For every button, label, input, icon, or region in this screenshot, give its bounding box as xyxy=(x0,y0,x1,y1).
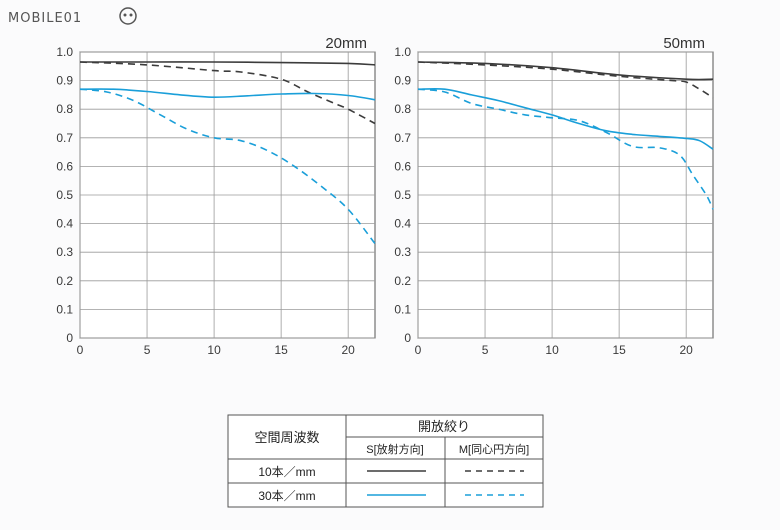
x-tick-label: 20 xyxy=(680,343,694,357)
y-tick-label: 1.0 xyxy=(56,45,73,59)
x-tick-label: 0 xyxy=(77,343,84,357)
legend-table: 空間周波数 開放絞り S[放射方向] M[同心円方向] 10本／mm 30本／m… xyxy=(227,414,544,508)
watermark-eye-icon xyxy=(129,13,133,17)
y-tick-label: 0.8 xyxy=(56,102,73,116)
legend-row-30: 30本／mm xyxy=(258,489,315,503)
mtf-chart-50mm: 0 0.1 0.2 0.3 0.4 0.5 0.6 0.7 0.8 0.9 1.0 0 5 10 15 20 5… xyxy=(394,35,714,357)
legend-row-10: 10本／mm xyxy=(258,465,315,479)
y-tick-label: 0.3 xyxy=(56,245,73,259)
y-tick-label: 0.7 xyxy=(394,131,411,145)
watermark-eye-icon xyxy=(123,13,127,17)
watermark-logo-icon xyxy=(119,7,137,25)
y-tick-label: 0.9 xyxy=(394,74,411,88)
chart-title: 50mm xyxy=(663,35,705,52)
series-line-1 xyxy=(79,61,376,125)
y-tick-label: 0.9 xyxy=(56,74,73,88)
y-tick-label: 0.8 xyxy=(394,102,411,116)
x-tick-label: 5 xyxy=(144,343,151,357)
y-tick-label: 0.5 xyxy=(394,188,411,202)
x-tick-label: 20 xyxy=(342,343,356,357)
y-tick-label: 0.4 xyxy=(56,217,73,231)
y-tick-label: 0.1 xyxy=(56,302,73,316)
series-line-2 xyxy=(417,87,714,150)
y-tick-label: 0.1 xyxy=(394,302,411,316)
series-line-2 xyxy=(79,88,376,101)
watermark-text: MOBILE01 xyxy=(8,11,82,26)
legend-col-sagittal: S[放射方向] xyxy=(366,442,423,456)
y-tick-label: 0.4 xyxy=(394,217,411,231)
y-tick-label: 0.3 xyxy=(394,245,411,259)
y-tick-label: 0 xyxy=(66,331,73,345)
y-tick-label: 0.2 xyxy=(56,274,73,288)
legend-header-aperture: 開放絞り xyxy=(418,419,470,434)
y-tick-label: 0 xyxy=(404,331,411,345)
legend-col-meridional: M[同心円方向] xyxy=(459,442,529,456)
y-tick-label: 0.5 xyxy=(56,188,73,202)
y-tick-label: 0.6 xyxy=(394,159,411,173)
x-tick-label: 15 xyxy=(612,343,626,357)
series-line-1 xyxy=(417,61,714,99)
x-tick-label: 15 xyxy=(274,343,288,357)
legend-frame xyxy=(227,414,544,508)
series-line-0 xyxy=(417,61,714,81)
y-tick-label: 0.6 xyxy=(56,159,73,173)
x-tick-label: 10 xyxy=(545,343,559,357)
legend-header-frequency: 空間周波数 xyxy=(254,430,319,445)
y-tick-label: 1.0 xyxy=(394,45,411,59)
series-line-0 xyxy=(80,61,376,66)
x-tick-label: 10 xyxy=(207,343,221,357)
chart-title: 20mm xyxy=(325,35,367,52)
y-tick-label: 0.7 xyxy=(56,131,73,145)
x-tick-label: 0 xyxy=(415,343,422,357)
watermark: MOBILE01 xyxy=(8,7,137,26)
x-tick-label: 5 xyxy=(482,343,489,357)
y-tick-label: 0.2 xyxy=(394,274,411,288)
series-line-3 xyxy=(79,88,376,245)
mtf-chart-20mm: 0 0.1 0.2 0.3 0.4 0.5 0.6 0.7 0.8 0.9 1.0 0 5 10 15 20 2… xyxy=(56,35,376,357)
